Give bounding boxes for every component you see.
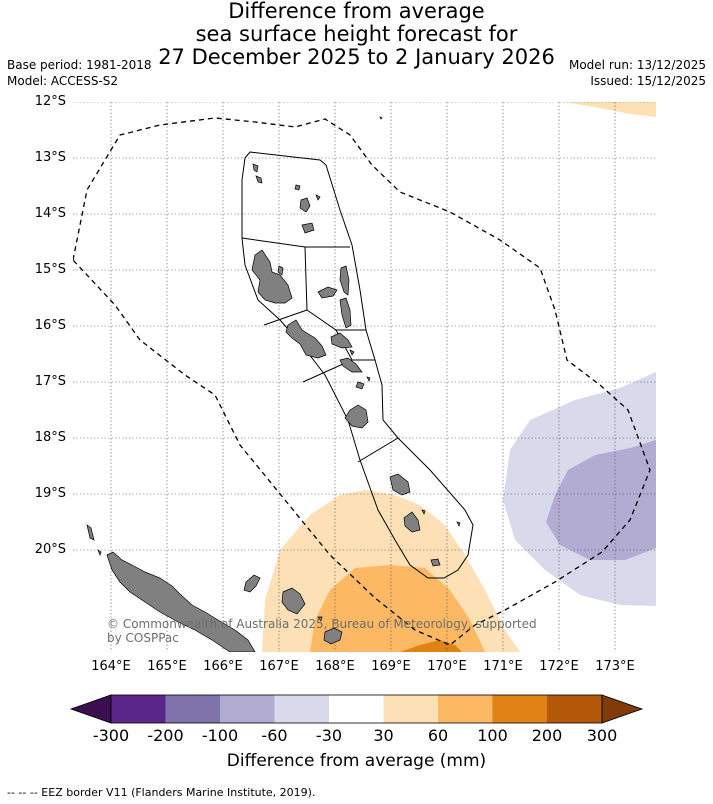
colorbar-swatch [547,695,602,723]
title-line-2: sea surface height forecast for [195,22,518,46]
colorbar-label: 100 [477,726,508,745]
lon-label: 169°E [371,659,411,674]
colorbar-label: -30 [315,726,343,745]
lat-label: 20°S [34,542,66,557]
land-new-caledonia [86,524,343,652]
copyright-notice: © Commonwealth of Australia 2025, Bureau… [107,617,537,645]
lat-label: 16°S [34,318,66,333]
colorbar-swatch [492,695,547,723]
lat-label: 18°S [34,430,66,445]
colorbar-extend-low [69,694,112,724]
issued-date: Issued: 15/12/2025 [590,74,706,88]
lon-label: 170°E [427,659,467,674]
colorbar [69,694,644,724]
lon-label: 171°E [483,659,523,674]
lon-label: 166°E [203,659,243,674]
map-title: Difference from average sea surface heig… [0,0,713,69]
colorbar-swatch [165,695,220,723]
colorbar-swatch [274,695,329,723]
colorbar-label: 30 [373,726,394,745]
lon-label: 172°E [539,659,579,674]
lat-label: 12°S [34,94,66,109]
colorbar-swatch [383,695,438,723]
lon-label: 165°E [147,659,187,674]
colorbar-label: -60 [261,726,288,745]
lon-label: 168°E [315,659,355,674]
colorbar-label: -100 [201,726,239,745]
title-line-3: 27 December 2025 to 2 January 2026 [158,45,555,69]
anomaly-pos-top [565,102,656,117]
colorbar-label: -300 [92,726,130,745]
title-line-1: Difference from average [228,0,485,23]
base-period: Base period: 1981-2018 [7,58,152,72]
map-plot-area [73,102,656,652]
colorbar-swatch [220,695,275,723]
colorbar-swatch [438,695,493,723]
lat-label: 15°S [34,262,66,277]
colorbar-extend-high [601,694,644,724]
eez-border [73,117,651,646]
colorbar-label: 300 [586,726,618,745]
colorbar-title: Difference from average (mm) [226,751,487,771]
lat-label: 13°S [34,150,66,165]
eez-legend-note: -- -- -- EEZ border V11 (Flanders Marine… [7,786,316,799]
meta-right: Model run: 13/12/2025 Issued: 15/12/2025 [569,57,706,89]
anomaly-pos-60 [310,565,485,652]
lon-label: 164°E [91,659,131,674]
lon-label: 167°E [259,659,299,674]
anomaly-neg-60 [546,440,656,560]
colorbar-label: 200 [531,726,563,745]
graticule [73,102,656,652]
meta-left: Base period: 1981-2018 Model: ACCESS-S2 [7,57,152,89]
colorbar-label: 60 [427,726,449,745]
colorbar-swatch [329,695,384,723]
model-run: Model run: 13/12/2025 [568,58,706,72]
lat-label: 17°S [34,374,66,389]
lon-label: 173°E [595,659,635,674]
colorbar-swatch [111,695,166,723]
lat-label: 19°S [34,486,66,501]
land-vanuatu [251,116,461,567]
colorbar-label: -200 [147,726,184,745]
lat-label: 14°S [34,206,66,221]
model-name: Model: ACCESS-S2 [7,74,119,88]
